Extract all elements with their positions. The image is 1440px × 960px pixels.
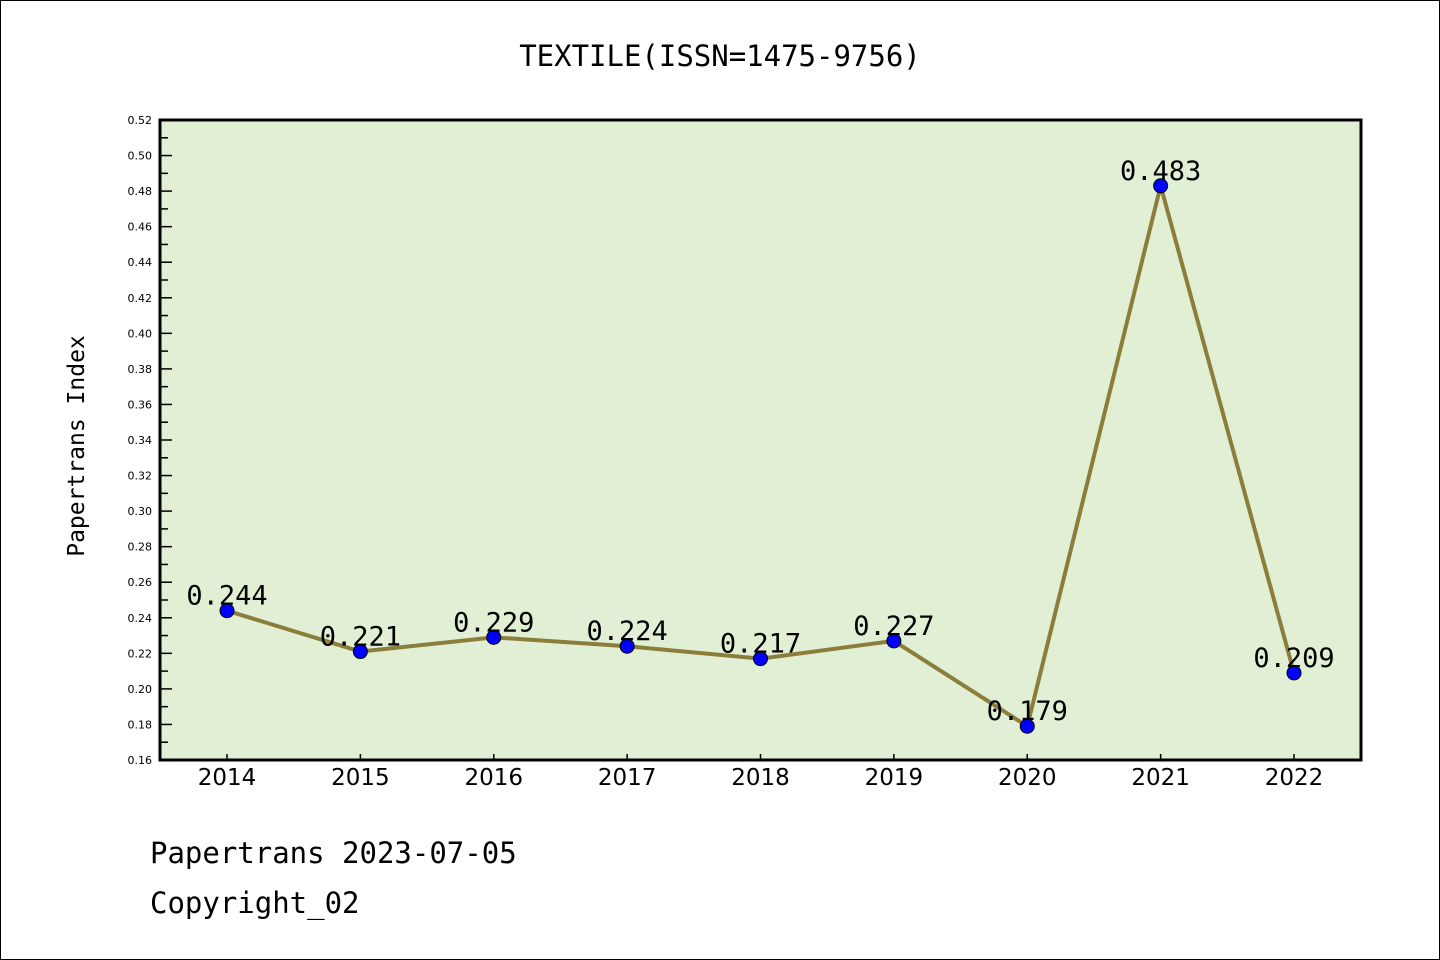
y-tick-label: 0.48 [128, 185, 153, 198]
data-point [352, 644, 368, 660]
data-point [486, 629, 502, 645]
data-point [1019, 718, 1035, 734]
y-axis-label: Papertrans Index [64, 335, 90, 557]
data-label: 0.244 [186, 581, 267, 612]
y-tick-label: 0.30 [128, 505, 153, 518]
footer-date: Papertrans 2023-07-05 [150, 836, 517, 870]
y-tick-label: 0.26 [128, 576, 153, 589]
data-label: 0.217 [720, 629, 801, 660]
y-tick-label: 0.32 [128, 470, 153, 483]
data-point [886, 633, 902, 649]
y-tick-label: 0.16 [128, 754, 153, 767]
y-tick-label: 0.44 [128, 256, 153, 269]
x-tick-label: 2015 [331, 765, 390, 791]
y-tick-label: 0.36 [128, 398, 153, 411]
data-label: 0.483 [1120, 156, 1201, 187]
x-tick-label: 2016 [464, 765, 523, 791]
x-tick-label: 2020 [998, 765, 1057, 791]
x-tick-label: 2017 [598, 765, 657, 791]
y-tick-label: 0.42 [128, 292, 153, 305]
x-tick-label: 2018 [731, 765, 790, 791]
chart-title: TEXTILE(ISSN=1475-9756) [519, 39, 921, 73]
data-label: 0.227 [853, 611, 934, 642]
y-tick-label: 0.22 [128, 647, 153, 660]
y-tick-label: 0.24 [128, 612, 153, 625]
x-tick-label: 2021 [1131, 765, 1190, 791]
data-label: 0.229 [453, 607, 534, 638]
y-tick-label: 0.46 [128, 221, 153, 234]
y-tick-label: 0.40 [128, 327, 153, 340]
x-tick-label: 2022 [1265, 765, 1324, 791]
footer-copyright: Copyright_02 [150, 886, 360, 920]
data-point [619, 638, 635, 654]
y-tick-label: 0.18 [128, 718, 153, 731]
data-label: 0.224 [586, 616, 667, 647]
data-point [753, 651, 768, 667]
data-label: 0.221 [320, 622, 401, 653]
y-tick-label: 0.34 [128, 434, 153, 447]
y-tick-label: 0.20 [128, 683, 153, 696]
y-tick-label: 0.52 [128, 114, 153, 127]
data-point [1286, 665, 1302, 681]
data-label: 0.179 [987, 696, 1068, 727]
y-tick-label: 0.28 [128, 541, 153, 554]
y-tick-label: 0.50 [128, 150, 153, 163]
data-point [219, 603, 235, 619]
data-label: 0.209 [1253, 643, 1334, 674]
y-tick-label: 0.38 [128, 363, 153, 376]
x-tick-label: 2014 [198, 765, 257, 791]
x-tick-label: 2019 [865, 765, 924, 791]
plot-border [158, 118, 1363, 762]
data-point [1153, 178, 1169, 194]
